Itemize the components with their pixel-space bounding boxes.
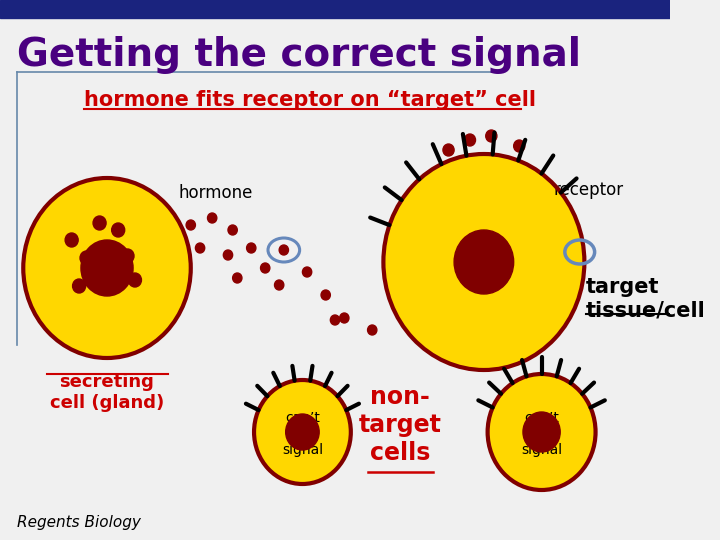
Circle shape xyxy=(340,313,349,323)
Circle shape xyxy=(330,315,340,325)
Circle shape xyxy=(487,374,595,490)
Circle shape xyxy=(121,249,134,263)
Circle shape xyxy=(274,280,284,290)
Circle shape xyxy=(23,178,191,358)
Text: target
tissue/cell: target tissue/cell xyxy=(586,277,706,320)
Circle shape xyxy=(383,154,585,370)
Circle shape xyxy=(233,273,242,283)
Circle shape xyxy=(195,243,204,253)
Circle shape xyxy=(321,290,330,300)
Text: Getting the correct signal: Getting the correct signal xyxy=(17,36,581,74)
Circle shape xyxy=(246,243,256,253)
Text: receptor: receptor xyxy=(554,181,624,199)
Circle shape xyxy=(486,130,497,142)
Circle shape xyxy=(513,140,525,152)
Circle shape xyxy=(523,412,560,452)
Circle shape xyxy=(207,213,217,223)
Circle shape xyxy=(108,279,121,293)
Bar xyxy=(0,0,670,18)
Text: secreting
cell (gland): secreting cell (gland) xyxy=(50,373,164,412)
Text: non-
target
cells: non- target cells xyxy=(359,385,441,465)
Circle shape xyxy=(261,263,270,273)
Circle shape xyxy=(81,240,133,296)
Circle shape xyxy=(65,233,78,247)
Circle shape xyxy=(368,325,377,335)
Text: Regents Biology: Regents Biology xyxy=(17,515,140,530)
Circle shape xyxy=(223,250,233,260)
Circle shape xyxy=(464,134,475,146)
Circle shape xyxy=(454,230,513,294)
Circle shape xyxy=(73,279,86,293)
Text: hormone: hormone xyxy=(179,184,253,202)
Circle shape xyxy=(112,223,125,237)
Circle shape xyxy=(93,216,106,230)
Text: can’t
read
signal: can’t read signal xyxy=(282,411,323,457)
Circle shape xyxy=(128,273,141,287)
Circle shape xyxy=(302,267,312,277)
Circle shape xyxy=(186,220,195,230)
Circle shape xyxy=(279,245,289,255)
Text: can’t
read
signal: can’t read signal xyxy=(521,411,562,457)
Circle shape xyxy=(254,380,351,484)
Circle shape xyxy=(286,414,319,450)
Circle shape xyxy=(80,251,93,265)
Circle shape xyxy=(443,144,454,156)
Text: hormone fits receptor on “target” cell: hormone fits receptor on “target” cell xyxy=(84,90,536,110)
Circle shape xyxy=(228,225,238,235)
